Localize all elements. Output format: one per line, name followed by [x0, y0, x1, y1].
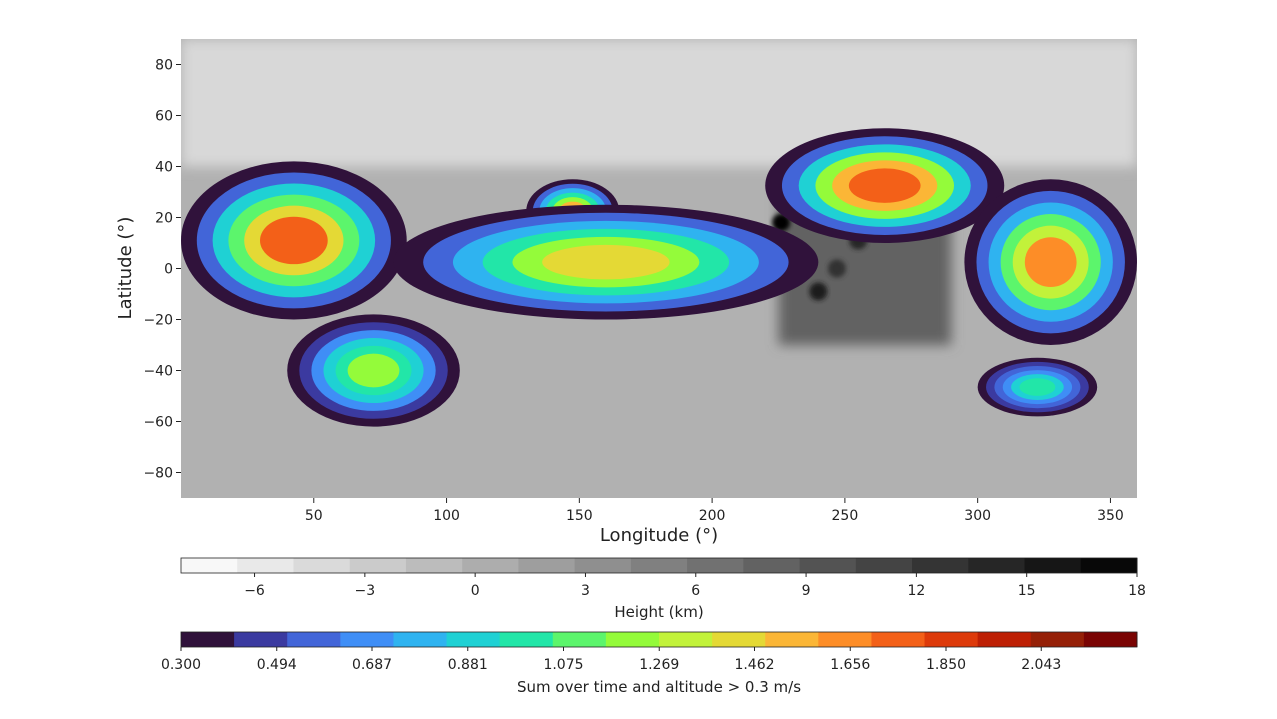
wind-colorbar-swatch: [977, 632, 1032, 647]
height-colorbar-swatch: [630, 558, 688, 573]
y-tick-label: −20: [143, 313, 173, 329]
height-colorbar-tick-label: 0: [471, 583, 480, 599]
x-tick-label: 200: [699, 508, 726, 524]
height-feature: [181, 39, 1137, 167]
wind-colorbar-swatch: [924, 632, 979, 647]
height-colorbar-swatches: [181, 558, 1138, 573]
height-colorbar-swatch: [968, 558, 1026, 573]
height-feature: [827, 259, 846, 278]
y-tick-label: 20: [155, 211, 173, 227]
wind-colorbar-swatch: [659, 632, 713, 647]
wind-colorbar-swatch: [712, 632, 766, 647]
wind-colorbar-label: Sum over time and altitude > 0.3 m/s: [517, 678, 801, 696]
wind-colorbar-tick-label: 1.269: [639, 657, 679, 673]
wind-colorbar-swatch: [287, 632, 341, 647]
wind-colorbar-tick-label: 2.043: [1021, 657, 1061, 673]
wind-colorbar-tick-label: 0.300: [161, 657, 201, 673]
height-colorbar-frame: [180, 557, 1138, 574]
height-colorbar-swatch: [462, 558, 519, 573]
x-tick-label: 150: [566, 508, 593, 524]
y-tick-label: −60: [143, 415, 173, 431]
wind-colorbar-swatch: [340, 632, 394, 647]
height-colorbar-swatch: [855, 558, 913, 573]
wind-colorbar-tick-label: 0.494: [257, 657, 297, 673]
x-tick-label: 350: [1097, 508, 1124, 524]
wind-colorbar-swatch: [393, 632, 448, 647]
wind-colorbar-swatch: [765, 632, 819, 647]
x-tick-label: 300: [964, 508, 991, 524]
y-axis: 80 60 40 20 0 −20 −40 −60 −80: [143, 58, 181, 482]
wind-colorbar-tick-label: 0.881: [448, 657, 488, 673]
wind-colorbar-swatches: [181, 632, 1138, 647]
height-colorbar-swatch: [687, 558, 744, 573]
wind-contour: [1019, 378, 1056, 396]
height-colorbar-swatch: [349, 558, 407, 573]
height-colorbar-swatch: [743, 558, 801, 573]
y-axis-label: Latitude (°): [115, 217, 136, 320]
y-tick-label: 60: [155, 109, 173, 125]
wind-colorbar-swatch: [818, 632, 872, 647]
wind-contour: [848, 168, 921, 203]
height-colorbar-tick-label: 6: [691, 583, 700, 599]
height-colorbar-swatch: [1024, 558, 1082, 573]
x-axis-label: Longitude (°): [600, 525, 718, 546]
height-colorbar-tick-label: 3: [581, 583, 590, 599]
height-colorbar-swatch: [1080, 558, 1138, 573]
height-colorbar-tick-label: 18: [1128, 583, 1146, 599]
wind-colorbar-swatch: [552, 632, 607, 647]
height-colorbar-swatch: [799, 558, 857, 573]
x-axis: 50 100 150 200 250 300 350: [305, 498, 1124, 524]
y-tick-label: −40: [143, 364, 173, 380]
wind-colorbar-tick-label: 0.687: [352, 657, 392, 673]
height-colorbar-swatch: [574, 558, 632, 573]
wind-colorbar-swatch: [234, 632, 288, 647]
height-colorbar-tick-label: −6: [244, 583, 265, 599]
wind-colorbar-tick-label: 1.850: [926, 657, 966, 673]
wind-contour: [542, 244, 670, 280]
wind-colorbar-swatch: [871, 632, 926, 647]
wind-colorbar-tick-label: 1.656: [830, 657, 870, 673]
wind-colorbar-swatch: [1030, 632, 1085, 647]
height-colorbar-swatch: [293, 558, 351, 573]
y-tick-label: 40: [155, 160, 173, 176]
x-tick-label: 250: [832, 508, 859, 524]
x-tick-label: 100: [433, 508, 460, 524]
wind-colorbar-swatch: [499, 632, 554, 647]
wind-colorbar-tick-label: 1.075: [543, 657, 583, 673]
wind-colorbar-tick-label: 1.462: [734, 657, 774, 673]
height-colorbar-tick-label: −3: [355, 583, 376, 599]
height-colorbar-swatch: [237, 558, 294, 573]
height-colorbar-swatch: [181, 558, 238, 573]
height-colorbar: −6 −3 0 3 6 9 12 15 18 Height (km): [180, 557, 1146, 621]
wind-sum-contour-layer: [181, 128, 1137, 427]
wind-colorbar-swatch: [1083, 632, 1138, 647]
map-panel: 50 100 150 200 250 300 350 806040200−20−40−60−…: [115, 39, 1137, 546]
height-colorbar-swatch: [912, 558, 969, 573]
height-colorbar-label: Height (km): [614, 603, 703, 621]
height-feature: [809, 282, 828, 301]
height-colorbar-tick-label: 12: [907, 583, 925, 599]
y-tick-label: 80: [155, 58, 173, 74]
wind-colorbar: 0.300 0.494 0.687 0.881 1.075 1.269 1.462 1.656…: [161, 631, 1138, 696]
wind-contour: [1024, 237, 1077, 287]
y-tick-label: −80: [143, 466, 173, 482]
height-feature: [772, 213, 791, 232]
height-colorbar-tick-label: 9: [802, 583, 811, 599]
wind-colorbar-swatch: [605, 632, 660, 647]
wind-colorbar-swatch: [181, 632, 235, 647]
y-tick-label: 0: [164, 262, 173, 278]
wind-contour: [260, 216, 328, 265]
wind-colorbar-ticks: 0.300 0.494 0.687 0.881 1.075 1.269 1.462 1.656…: [161, 647, 1061, 673]
height-colorbar-swatch: [405, 558, 463, 573]
height-colorbar-swatch: [518, 558, 576, 573]
height-colorbar-ticks: −6 −3 0 3 6 9 12 15 18: [244, 573, 1146, 599]
wind-colorbar-swatch: [446, 632, 501, 647]
height-colorbar-tick-label: 15: [1018, 583, 1036, 599]
x-tick-label: 50: [305, 508, 323, 524]
wind-contour: [347, 353, 400, 388]
